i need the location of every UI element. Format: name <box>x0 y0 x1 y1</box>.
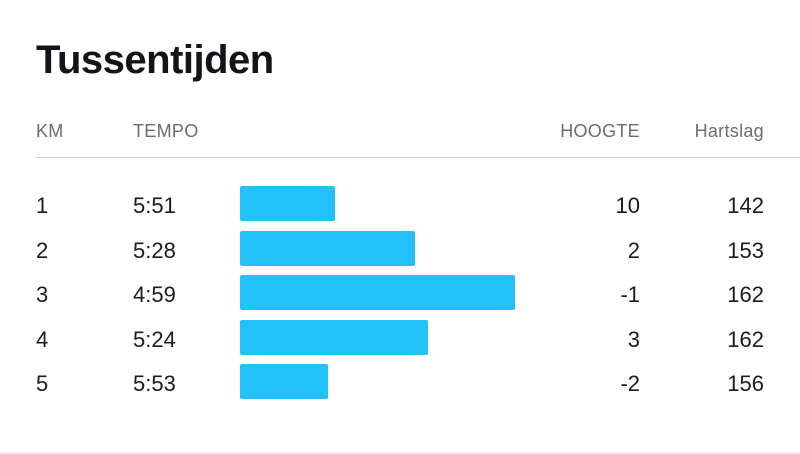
header-tempo: TEMPO <box>133 121 199 141</box>
pace-bar <box>240 186 335 221</box>
split-row: 4 5:24 3 162 <box>0 316 800 361</box>
split-hartslag: 162 <box>727 282 764 307</box>
pace-bar <box>240 364 328 399</box>
split-row: 1 5:51 10 142 <box>0 182 800 227</box>
splits-table: 1 5:51 10 142 2 5:28 2 153 3 4:59 -1 162… <box>0 182 800 405</box>
split-hoogte: 3 <box>627 326 640 352</box>
pace-bar <box>240 230 415 266</box>
split-row: 3 4:59 -1 162 <box>0 271 800 316</box>
split-hartslag: 142 <box>727 193 764 218</box>
split-hartslag: 153 <box>727 237 764 263</box>
header-km: KM <box>36 121 64 141</box>
split-km: 5 <box>36 371 49 396</box>
split-tempo: 5:28 <box>133 237 176 263</box>
split-tempo: 4:59 <box>133 282 176 307</box>
split-row: 5 5:53 -2 156 <box>0 360 800 405</box>
split-km: 1 <box>36 193 49 218</box>
split-km: 2 <box>36 237 49 263</box>
split-tempo: 5:53 <box>133 371 176 396</box>
page-title: Tussentijden <box>36 38 274 82</box>
split-km: 4 <box>36 326 49 352</box>
split-hoogte: -2 <box>620 371 640 396</box>
split-km: 3 <box>36 282 49 307</box>
split-row: 2 5:28 2 153 <box>0 227 800 272</box>
split-hoogte: 10 <box>615 193 640 218</box>
header-hartslag: Hartslag <box>694 121 764 141</box>
split-tempo: 5:51 <box>133 193 176 218</box>
split-tempo: 5:24 <box>133 326 176 352</box>
split-hoogte: 2 <box>627 237 640 263</box>
bottom-divider <box>0 452 800 454</box>
split-hoogte: -1 <box>620 282 640 307</box>
pace-bar <box>240 319 428 355</box>
split-hartslag: 156 <box>727 371 764 396</box>
header-divider <box>36 157 800 158</box>
split-hartslag: 162 <box>727 326 764 352</box>
header-hoogte: HOOGTE <box>560 121 640 141</box>
pace-bar <box>240 275 515 310</box>
